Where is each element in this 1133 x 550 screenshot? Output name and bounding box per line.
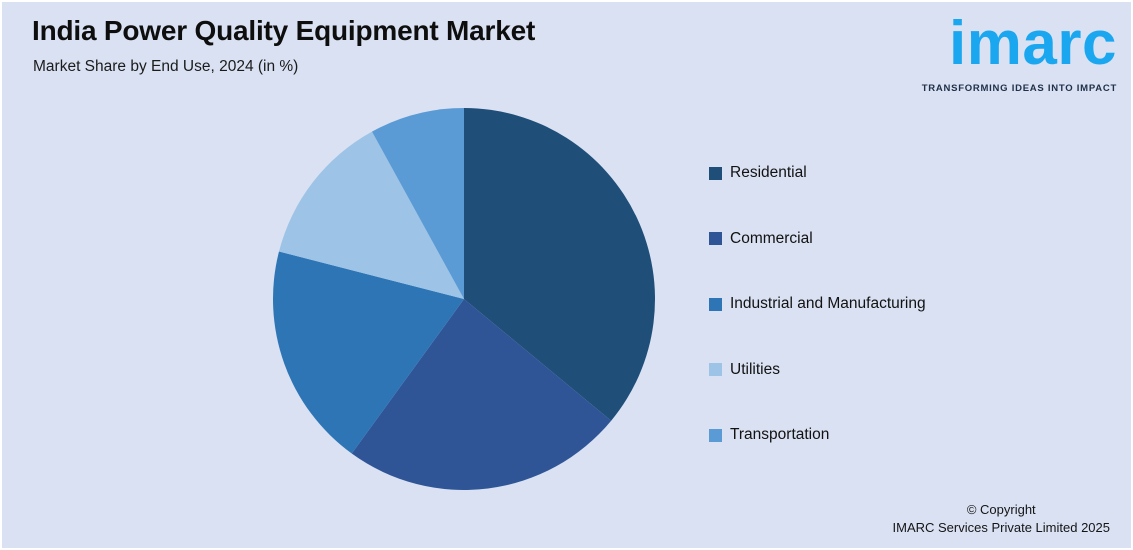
legend-label: Transportation xyxy=(730,426,830,443)
legend-item-industrial-and-manufacturing: Industrial and Manufacturing xyxy=(709,293,926,315)
pie-slice-commercial xyxy=(351,299,612,490)
imarc-tagline: TRANSFORMING IDEAS INTO IMPACT xyxy=(921,83,1117,94)
legend-swatch xyxy=(709,297,722,311)
legend-item-residential: Residential xyxy=(709,162,926,184)
copyright-notice: © Copyright IMARC Services Private Limit… xyxy=(893,501,1110,536)
legend-swatch xyxy=(709,363,722,376)
legend-item-commercial: Commercial xyxy=(709,228,926,250)
copyright-line2: IMARC Services Private Limited 2025 xyxy=(892,519,1110,535)
imarc-wordmark: imarc xyxy=(949,9,1117,78)
legend-label: Residential xyxy=(730,164,807,181)
copyright-line1: © Copyright xyxy=(966,502,1036,517)
page-title: India Power Quality Equipment Market xyxy=(32,15,536,46)
legend-label: Utilities xyxy=(730,360,780,378)
legend-label: Industrial and Manufacturing xyxy=(730,295,926,312)
page-subtitle: Market Share by End Use, 2024 (in %) xyxy=(33,58,299,75)
legend-swatch xyxy=(709,428,722,442)
legend-swatch xyxy=(709,166,722,180)
pie-slice-residential xyxy=(464,108,655,421)
pie-chart xyxy=(273,108,655,490)
pie-slice-utilities xyxy=(279,131,464,299)
pie-slice-transportation xyxy=(371,108,464,299)
legend-item-transportation: Transportation xyxy=(709,424,926,446)
legend-item-utilities: Utilities xyxy=(709,359,926,381)
imarc-logo: imarc TRANSFORMING IDEAS INTO IMPACT xyxy=(897,6,1117,94)
legend-swatch xyxy=(709,232,722,245)
pie-slices xyxy=(273,108,655,490)
pie-slice-industrial-and-manufacturing xyxy=(273,251,464,454)
legend-label: Commercial xyxy=(730,229,813,247)
chart-legend: Residential Commercial Industrial and Ma… xyxy=(709,162,926,490)
